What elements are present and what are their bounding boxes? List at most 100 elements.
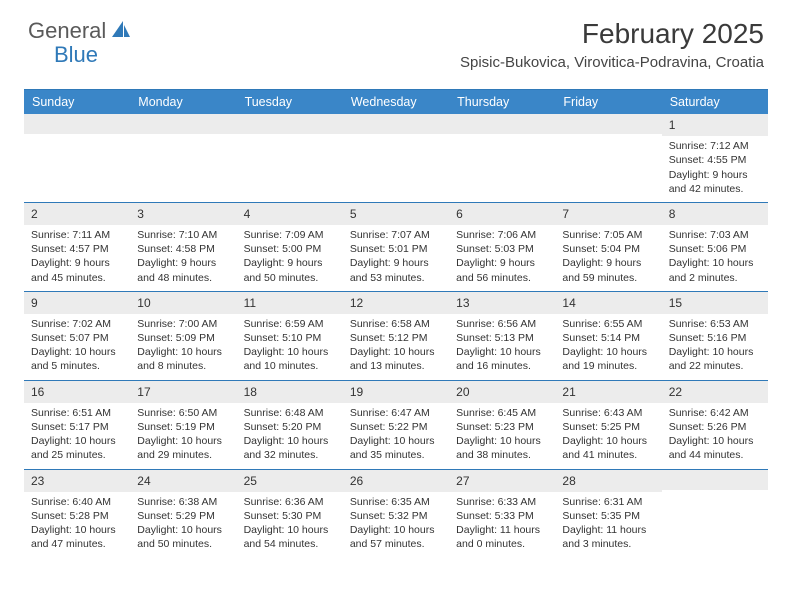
day-number: 12 <box>343 292 449 314</box>
day-daylight2: and 42 minutes. <box>669 182 761 196</box>
day-sunrise: Sunrise: 6:48 AM <box>244 406 336 420</box>
day-sunset: Sunset: 5:19 PM <box>137 420 229 434</box>
day-cell: 1 Sunrise: 7:12 AMSunset: 4:55 PMDaylight… <box>662 114 768 202</box>
weeks-container: 1 Sunrise: 7:12 AMSunset: 4:55 PMDaylight… <box>24 114 768 557</box>
day-daylight2: and 50 minutes. <box>137 537 229 551</box>
day-sunset: Sunset: 5:35 PM <box>562 509 654 523</box>
day-cell: 28Sunrise: 6:31 AMSunset: 5:35 PMDayligh… <box>555 470 661 558</box>
day-info: Sunrise: 6:55 AMSunset: 5:14 PMDaylight:… <box>555 317 661 374</box>
day-daylight2: and 25 minutes. <box>31 448 123 462</box>
day-daylight2: and 56 minutes. <box>456 271 548 285</box>
day-info: Sunrise: 7:06 AMSunset: 5:03 PMDaylight:… <box>449 228 555 285</box>
day-cell: 4Sunrise: 7:09 AMSunset: 5:00 PMDaylight… <box>237 203 343 291</box>
day-daylight2: and 29 minutes. <box>137 448 229 462</box>
day-sunrise: Sunrise: 7:03 AM <box>669 228 761 242</box>
day-sunrise: Sunrise: 6:47 AM <box>350 406 442 420</box>
day-info: Sunrise: 6:56 AMSunset: 5:13 PMDaylight:… <box>449 317 555 374</box>
day-daylight2: and 10 minutes. <box>244 359 336 373</box>
week-row: 23Sunrise: 6:40 AMSunset: 5:28 PMDayligh… <box>24 469 768 558</box>
day-header: Wednesday <box>343 90 449 114</box>
day-cell: 17Sunrise: 6:50 AMSunset: 5:19 PMDayligh… <box>130 381 236 469</box>
day-number: 1 <box>662 114 768 136</box>
day-daylight1: Daylight: 10 hours <box>244 434 336 448</box>
day-cell: 23Sunrise: 6:40 AMSunset: 5:28 PMDayligh… <box>24 470 130 558</box>
day-info: Sunrise: 7:02 AMSunset: 5:07 PMDaylight:… <box>24 317 130 374</box>
day-number: 13 <box>449 292 555 314</box>
day-number <box>24 114 130 134</box>
day-cell: 20Sunrise: 6:45 AMSunset: 5:23 PMDayligh… <box>449 381 555 469</box>
day-daylight2: and 41 minutes. <box>562 448 654 462</box>
day-info: Sunrise: 6:31 AMSunset: 5:35 PMDaylight:… <box>555 495 661 552</box>
day-sunset: Sunset: 5:25 PM <box>562 420 654 434</box>
day-cell: 10Sunrise: 7:00 AMSunset: 5:09 PMDayligh… <box>130 292 236 380</box>
day-header: Friday <box>555 90 661 114</box>
location-text: Spisic-Bukovica, Virovitica-Podravina, C… <box>460 54 764 71</box>
day-sunrise: Sunrise: 6:56 AM <box>456 317 548 331</box>
day-sunrise: Sunrise: 6:50 AM <box>137 406 229 420</box>
day-info: Sunrise: 6:53 AMSunset: 5:16 PMDaylight:… <box>662 317 768 374</box>
day-sunrise: Sunrise: 6:43 AM <box>562 406 654 420</box>
day-cell <box>130 114 236 202</box>
calendar: SundayMondayTuesdayWednesdayThursdayFrid… <box>24 89 768 557</box>
day-sunrise: Sunrise: 6:58 AM <box>350 317 442 331</box>
day-daylight2: and 53 minutes. <box>350 271 442 285</box>
day-number: 5 <box>343 203 449 225</box>
day-cell: 27Sunrise: 6:33 AMSunset: 5:33 PMDayligh… <box>449 470 555 558</box>
day-daylight1: Daylight: 10 hours <box>244 523 336 537</box>
day-cell: 9Sunrise: 7:02 AMSunset: 5:07 PMDaylight… <box>24 292 130 380</box>
day-cell: 24Sunrise: 6:38 AMSunset: 5:29 PMDayligh… <box>130 470 236 558</box>
day-daylight1: Daylight: 11 hours <box>456 523 548 537</box>
day-sunset: Sunset: 5:30 PM <box>244 509 336 523</box>
day-number <box>130 114 236 134</box>
day-cell: 7Sunrise: 7:05 AMSunset: 5:04 PMDaylight… <box>555 203 661 291</box>
day-daylight1: Daylight: 10 hours <box>137 523 229 537</box>
day-number: 4 <box>237 203 343 225</box>
day-header: Thursday <box>449 90 555 114</box>
day-number: 15 <box>662 292 768 314</box>
day-daylight2: and 38 minutes. <box>456 448 548 462</box>
logo-text-blue: Blue <box>54 42 98 68</box>
day-daylight1: Daylight: 9 hours <box>350 256 442 270</box>
day-cell: 19Sunrise: 6:47 AMSunset: 5:22 PMDayligh… <box>343 381 449 469</box>
day-daylight1: Daylight: 9 hours <box>669 168 761 182</box>
day-sunset: Sunset: 5:07 PM <box>31 331 123 345</box>
day-number <box>662 470 768 490</box>
day-number: 26 <box>343 470 449 492</box>
day-daylight2: and 22 minutes. <box>669 359 761 373</box>
day-daylight2: and 54 minutes. <box>244 537 336 551</box>
day-info: Sunrise: 7:03 AMSunset: 5:06 PMDaylight:… <box>662 228 768 285</box>
day-daylight2: and 3 minutes. <box>562 537 654 551</box>
day-number: 14 <box>555 292 661 314</box>
day-sunrise: Sunrise: 7:05 AM <box>562 228 654 242</box>
day-number: 8 <box>662 203 768 225</box>
logo: General Blue <box>28 18 134 44</box>
day-info: Sunrise: 6:42 AMSunset: 5:26 PMDaylight:… <box>662 406 768 463</box>
day-number: 21 <box>555 381 661 403</box>
day-cell <box>343 114 449 202</box>
day-sunset: Sunset: 5:04 PM <box>562 242 654 256</box>
day-cell <box>449 114 555 202</box>
day-number: 11 <box>237 292 343 314</box>
day-daylight1: Daylight: 10 hours <box>350 345 442 359</box>
day-number <box>449 114 555 134</box>
day-sunset: Sunset: 5:06 PM <box>669 242 761 256</box>
day-sunrise: Sunrise: 6:33 AM <box>456 495 548 509</box>
day-sunrise: Sunrise: 6:53 AM <box>669 317 761 331</box>
day-daylight1: Daylight: 10 hours <box>456 345 548 359</box>
day-sunrise: Sunrise: 7:11 AM <box>31 228 123 242</box>
day-cell: 14 Sunrise: 6:55 AMSunset: 5:14 PMDayligh… <box>555 292 661 380</box>
day-sunset: Sunset: 5:33 PM <box>456 509 548 523</box>
day-info: Sunrise: 6:35 AMSunset: 5:32 PMDaylight:… <box>343 495 449 552</box>
day-sunrise: Sunrise: 6:42 AM <box>669 406 761 420</box>
day-info: Sunrise: 7:12 AMSunset: 4:55 PMDaylight:… <box>662 139 768 196</box>
day-cell: 15 Sunrise: 6:53 AMSunset: 5:16 PMDayligh… <box>662 292 768 380</box>
day-header-row: SundayMondayTuesdayWednesdayThursdayFrid… <box>24 90 768 114</box>
day-daylight1: Daylight: 10 hours <box>244 345 336 359</box>
day-daylight2: and 16 minutes. <box>456 359 548 373</box>
day-sunset: Sunset: 5:10 PM <box>244 331 336 345</box>
day-daylight1: Daylight: 10 hours <box>562 345 654 359</box>
day-number <box>237 114 343 134</box>
day-sunset: Sunset: 5:28 PM <box>31 509 123 523</box>
day-cell <box>662 470 768 558</box>
day-number: 23 <box>24 470 130 492</box>
